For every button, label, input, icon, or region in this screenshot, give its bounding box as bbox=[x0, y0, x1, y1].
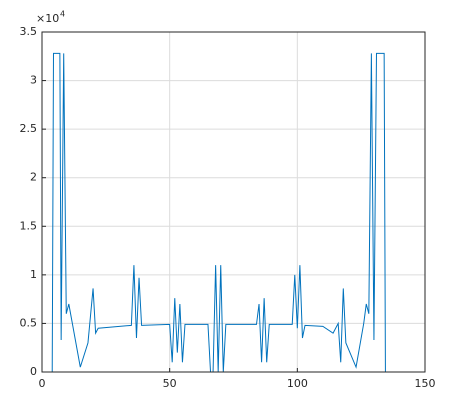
x-tick-label: 150 bbox=[415, 377, 436, 390]
y-exponent-power: 4 bbox=[60, 10, 65, 19]
x-tick-label: 100 bbox=[287, 377, 308, 390]
x-tick-label: 50 bbox=[163, 377, 177, 390]
y-tick-label: 1 bbox=[30, 268, 37, 281]
y-tick-label: 3 bbox=[30, 74, 37, 87]
axes-box bbox=[41, 31, 426, 373]
y-tick-label: 0.5 bbox=[20, 316, 38, 329]
x-tick-label: 0 bbox=[39, 377, 46, 390]
y-tick-label: 3.5 bbox=[20, 25, 38, 38]
y-exponent-base: ×10 bbox=[36, 12, 59, 25]
y-tick-label: 1.5 bbox=[20, 219, 38, 232]
y-tick-label: 2 bbox=[30, 171, 37, 184]
data-line bbox=[42, 52, 425, 373]
y-tick-label: 0 bbox=[30, 365, 37, 378]
y-tick-label: 2.5 bbox=[20, 122, 38, 135]
